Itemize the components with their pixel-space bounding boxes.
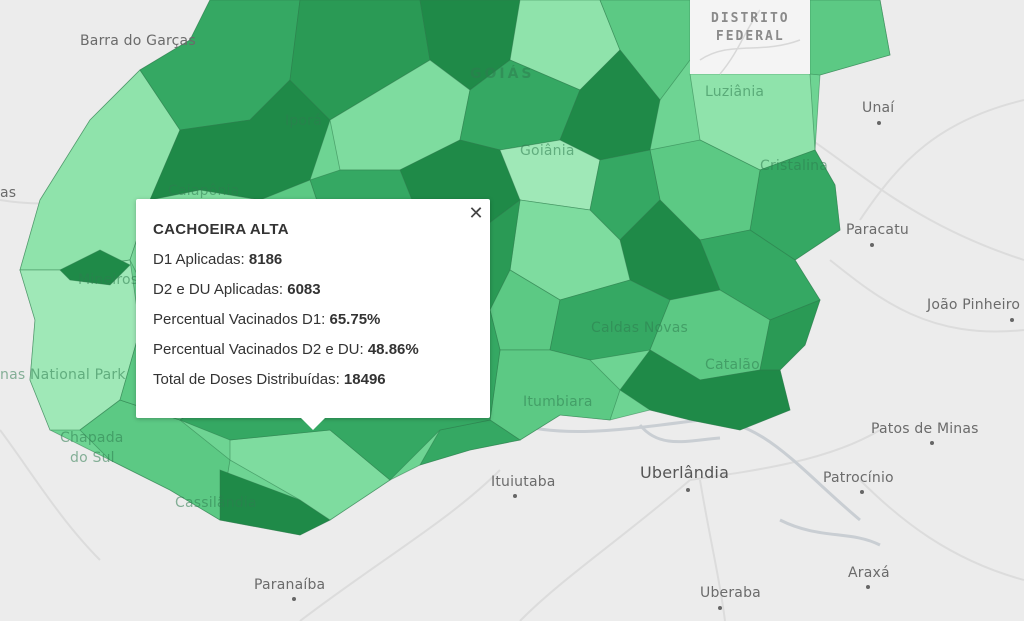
popup-row-total: Total de Doses Distribuídas: 18496	[153, 371, 386, 388]
place-cassilandia: Cassilândia	[175, 495, 257, 511]
place-joao-pinheiro-marker	[1010, 318, 1014, 322]
popup-row-value: 65.75%	[329, 311, 381, 328]
place-uberaba-marker	[718, 606, 722, 610]
popup-row-pct-d2: Percentual Vacinados D2 e DU: 48.86%	[153, 341, 419, 358]
place-araxa-marker	[866, 585, 870, 589]
place-edge-label: as	[0, 185, 17, 201]
place-unai-marker	[877, 121, 881, 125]
popup-row-label: Percentual Vacinados D1:	[153, 311, 330, 328]
place-barra-do-garcas: Barra do Garças	[80, 33, 196, 49]
place-goiania: Goiânia	[520, 143, 575, 159]
place-cristalina: Cristalina	[760, 158, 829, 174]
place-joao-pinheiro: João Pinheiro	[927, 297, 1021, 313]
place-unai: Unaí	[862, 100, 895, 116]
district-label-line2: FEDERAL	[715, 29, 785, 44]
popup-row-value: 6083	[287, 281, 321, 298]
popup-row-value: 8186	[248, 251, 283, 268]
place-luziania: Luziânia	[705, 84, 765, 100]
place-araxa: Araxá	[848, 565, 890, 581]
popup-row-d2: D2 e DU Aplicadas: 6083	[153, 281, 321, 298]
close-icon[interactable]: ✕	[468, 203, 484, 223]
place-uberaba: Uberaba	[700, 585, 761, 601]
place-patrocinio: Patrocínio	[823, 470, 894, 486]
place-do-sul: do Sul	[70, 450, 115, 466]
popup-title: CACHOEIRA ALTA	[153, 221, 289, 238]
place-paracatu-marker	[870, 243, 874, 247]
place-uberlandia: Uberlândia	[640, 463, 730, 482]
place-patrocinio-marker	[860, 490, 864, 494]
place-goias: GOIÁS	[470, 66, 535, 82]
place-patos-de-minas: Patos de Minas	[871, 421, 979, 437]
place-caiaponia: Caiapônia	[168, 183, 240, 199]
place-caldas-novas: Caldas Novas	[591, 320, 689, 336]
place-paranaiba-marker	[292, 597, 296, 601]
popup-row-label: Percentual Vacinados D2 e DU:	[153, 341, 368, 358]
place-catalao: Catalão	[705, 357, 760, 373]
place-itumbiara: Itumbiara	[523, 394, 593, 410]
place-chapada: Chapada	[60, 430, 124, 446]
popup-row-label: Total de Doses Distribuídas:	[153, 371, 344, 388]
popup-row-pct-d1: Percentual Vacinados D1: 65.75%	[153, 311, 380, 328]
popup-row-label: D2 e DU Aplicadas:	[153, 281, 288, 298]
district-roads	[699, 9, 801, 75]
place-paranaiba: Paranaíba	[254, 577, 326, 593]
place-paracatu: Paracatu	[846, 222, 909, 238]
popup-row-d1: D1 Aplicadas: 8186	[153, 251, 282, 268]
place-ituiutaba: Ituiutaba	[491, 474, 556, 490]
place-ituiutaba-marker	[513, 494, 517, 498]
district-federal-area[interactable]	[690, 0, 810, 74]
municipality-popup: ✕ CACHOEIRA ALTA D1 Aplicadas: 8186 D2 e…	[136, 199, 490, 430]
place-ipora: Iporá	[285, 113, 322, 129]
district-federal-label: DISTRITO FEDERAL	[711, 10, 790, 46]
place-uberlandia-marker	[686, 488, 690, 492]
place-mineiros: Mineiros	[78, 272, 139, 288]
place-national-park: nas National Park	[0, 367, 126, 383]
popup-row-value: 18496	[343, 371, 386, 388]
popup-row-value: 48.86%	[367, 341, 419, 358]
place-patos-de-minas-marker	[930, 441, 934, 445]
district-label-line1: DISTRITO	[711, 11, 790, 26]
popup-row-label: D1 Aplicadas:	[153, 251, 249, 268]
